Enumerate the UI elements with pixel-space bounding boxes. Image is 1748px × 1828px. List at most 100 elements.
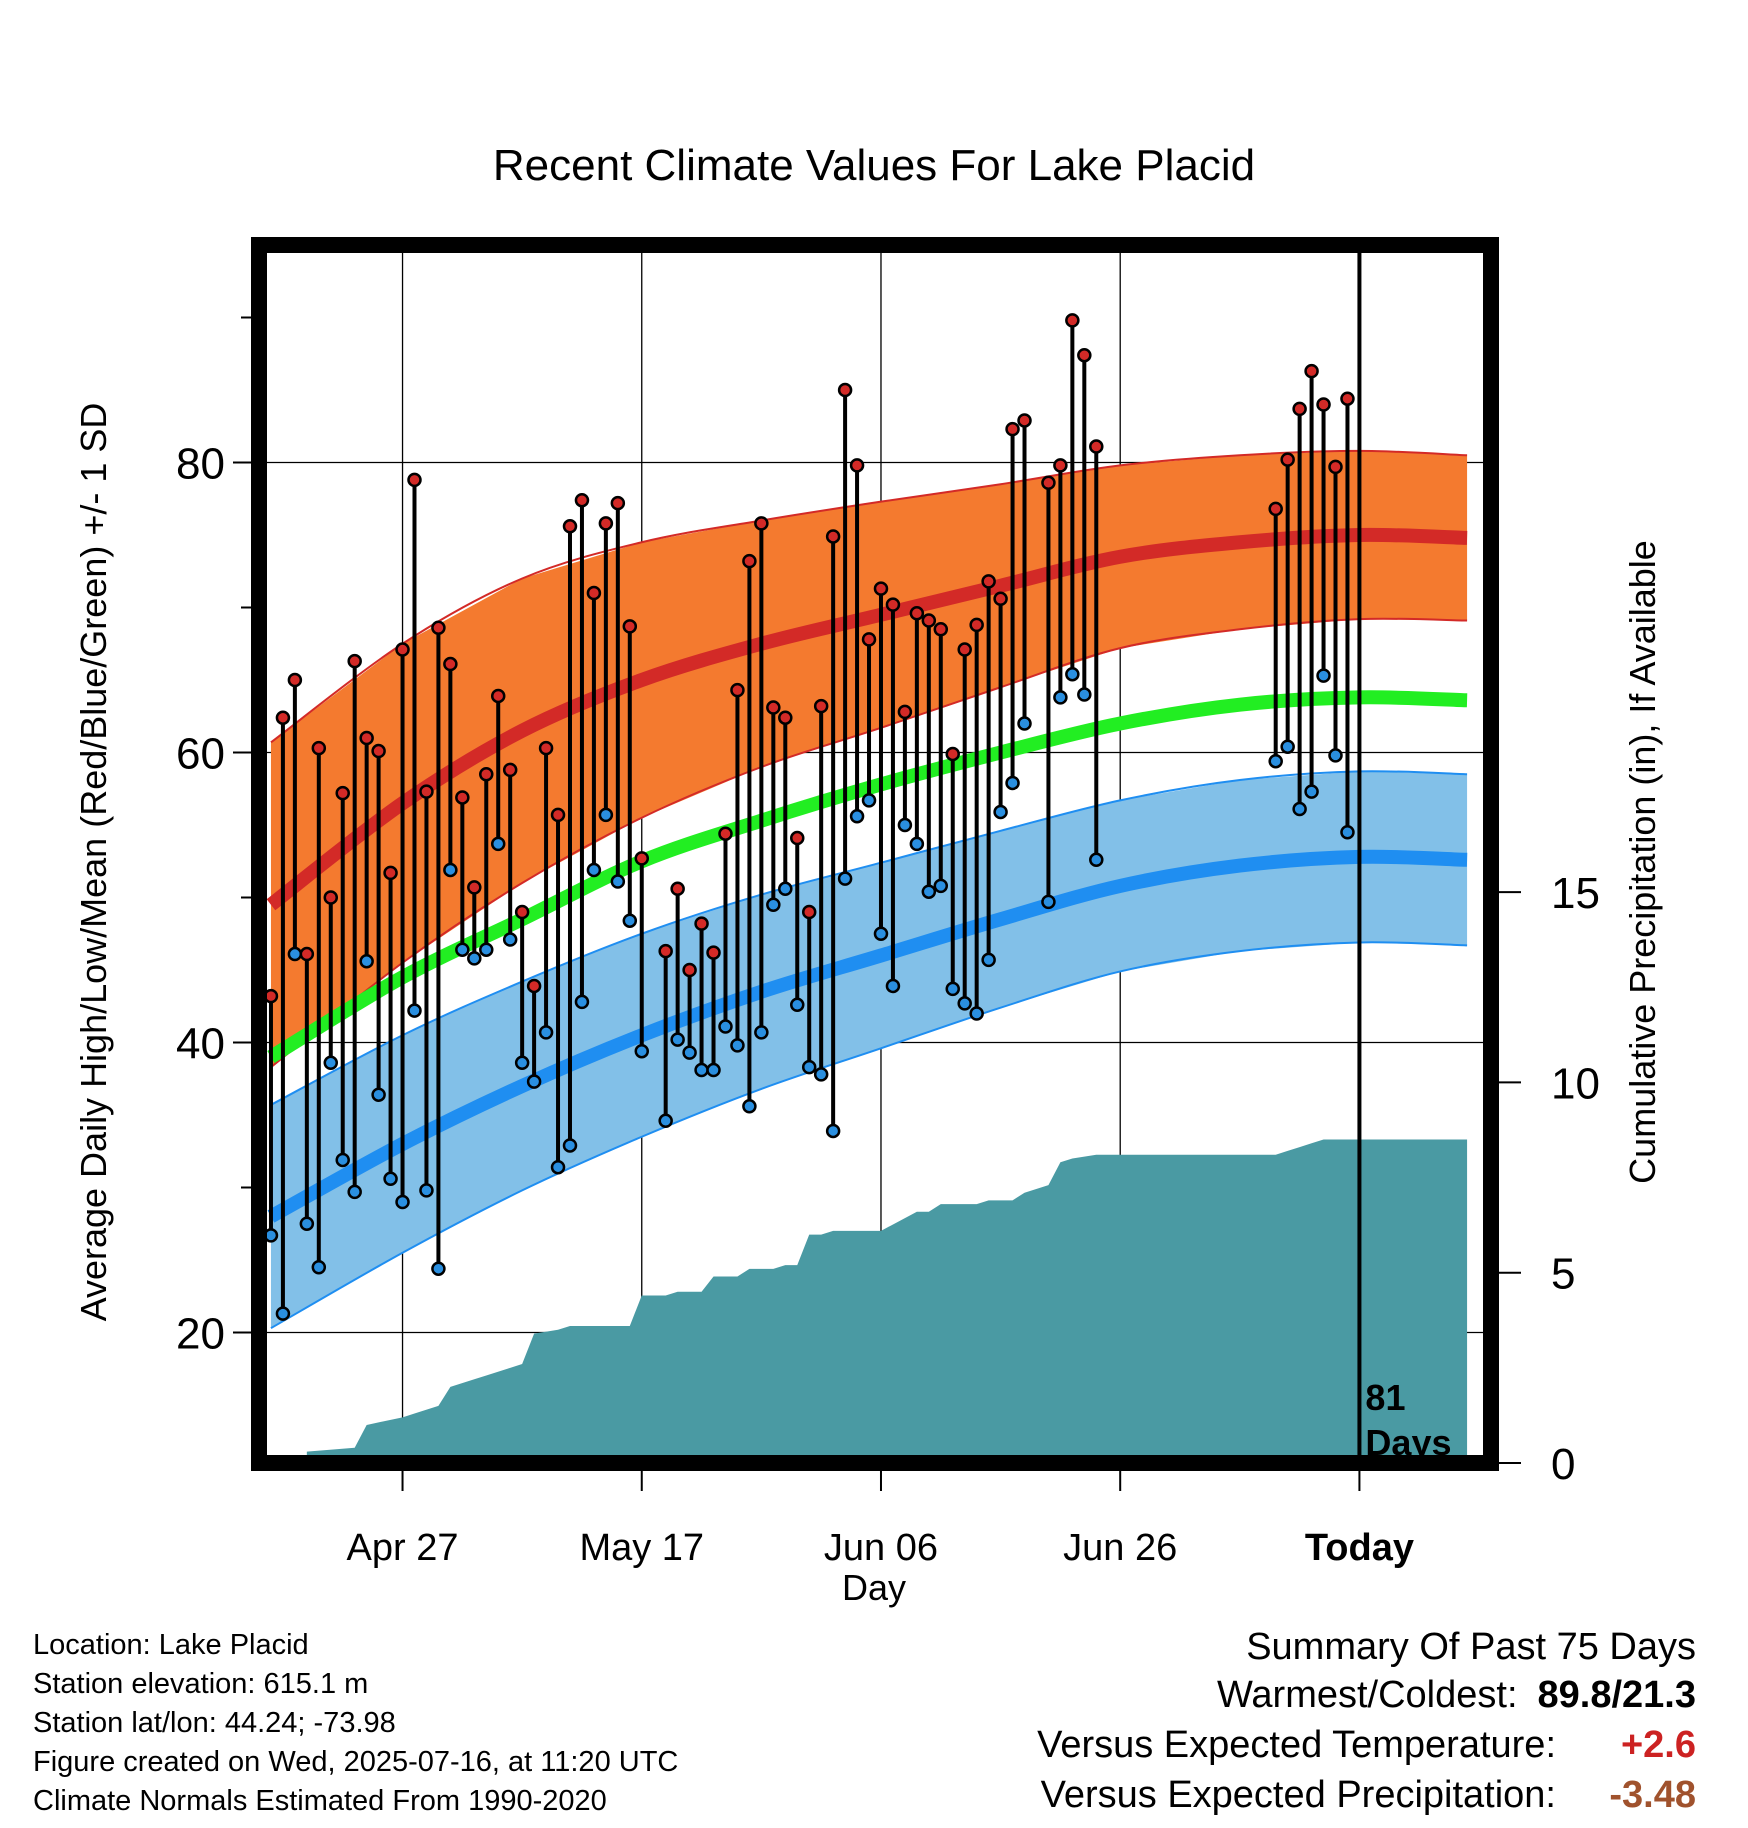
obs-high-point [299,946,315,962]
obs-high-point [514,904,530,920]
obs-high-point [885,597,901,612]
axes: 20 40 60 80 0 5 10 15 Apr 27 May 17 Jun 06 Jun 26 To… [176,316,1600,1569]
obs-low-point [778,881,793,897]
obs-low-point [849,809,865,824]
obs-high-point [550,807,566,823]
y-tick-label: 40 [176,1020,225,1069]
obs-high-point [969,617,984,633]
obs-high-point [718,826,733,841]
obs-high-point [502,762,518,778]
precip-cumulative-area [306,1139,1468,1463]
obs-high-point [909,606,925,621]
obs-high-point [1268,501,1283,517]
obs-low-point [443,862,458,878]
obs-high-point [813,698,829,714]
obs-low-point [957,996,972,1011]
temp-anomaly-label: Versus Expected Temperature: [1037,1724,1556,1766]
obs-low-point [730,1038,745,1053]
obs-high-point [538,740,554,756]
obs-high-point [921,613,937,628]
obs-high-point [1089,439,1104,454]
obs-low-point [526,1074,542,1089]
climate-chart: Recent Climate Values For Lake Placid 81… [73,141,1663,1608]
obs-high-point [407,472,422,488]
obs-high-point [897,704,913,720]
x-tick-label: Jun 06 [824,1527,938,1569]
obs-high-point [849,458,865,473]
obs-high-point [1304,363,1319,379]
obs-low-point [1077,687,1092,702]
obs-high-point [359,730,374,746]
obs-low-point [742,1099,757,1114]
obs-high-point [1280,452,1295,467]
summary-extremes: Warmest/Coldest: 89.8/21.3 [1037,1670,1696,1720]
obs-high-point [742,553,757,569]
precipitation-area [306,1139,1468,1463]
obs-low-point [347,1184,362,1200]
extremes-value: 89.8/21.3 [1537,1674,1696,1716]
y-tick-label: 80 [176,440,225,489]
summary-title: Summary Of Past 75 Days [1246,1626,1696,1668]
obs-high-point [634,851,650,866]
obs-low-point [801,1059,817,1075]
obs-low-point [921,884,937,899]
obs-low-point [359,954,374,969]
obs-high-point [1077,347,1092,363]
obs-low-point [610,874,626,889]
obs-low-point [1065,666,1080,682]
obs-low-point [813,1067,829,1082]
obs-high-point [670,881,685,897]
obs-low-point [969,1006,984,1021]
obs-high-point [287,672,303,688]
obs-high-point [993,591,1008,607]
obs-high-point [526,978,542,994]
obs-high-point [706,945,721,960]
obs-high-point [801,904,817,920]
obs-low-point [861,793,877,808]
created-text: Figure created on Wed, 2025-07-16, at 11… [33,1746,679,1778]
x-tick-label: Apr 27 [347,1527,459,1569]
obs-low-point [395,1194,410,1210]
obs-high-point [323,890,339,905]
obs-low-point [586,862,602,878]
y2-tick-label: 10 [1551,1059,1600,1108]
obs-high-point [682,962,697,978]
obs-low-point [1005,775,1020,791]
obs-low-point [873,926,889,941]
obs-low-point [1280,739,1295,754]
obs-high-point [1340,391,1355,406]
obs-high-point [658,943,673,959]
obs-low-point [335,1152,350,1168]
obs-low-point [754,1025,769,1040]
chart-title: Recent Climate Values For Lake Placid [493,141,1255,190]
obs-low-point [550,1159,566,1175]
y2-axis-label: Cumulative Precipitation (in), If Availa… [1622,540,1663,1184]
today-days-number: 81 [1365,1377,1405,1418]
elevation-text: Station elevation: 615.1 m [33,1668,369,1700]
obs-low-point [790,997,805,1013]
obs-low-point [299,1216,315,1231]
normals-text: Climate Normals Estimated From 1990-2020 [33,1785,607,1817]
obs-low-point [1316,668,1331,683]
plot-area [259,245,1491,1463]
obs-high-point [383,865,398,881]
obs-low-point [694,1062,709,1078]
plot-frame [251,237,1499,1471]
obs-low-point [323,1055,339,1071]
y2-tick-label: 0 [1551,1440,1575,1489]
obs-high-point [730,682,745,698]
obs-low-point [455,942,470,957]
obs-high-point [395,642,410,657]
observation-layer [263,313,1355,1321]
obs-low-point [371,1087,386,1102]
obs-low-point [275,1306,291,1321]
low-sd-band [270,771,1468,1329]
obs-high-point [371,743,386,759]
obs-high-point [945,746,960,762]
location-text: Location: Lake Placid [33,1629,309,1661]
temp-anomaly-value: +2.6 [1620,1724,1696,1766]
extremes-label: Warmest/Coldest: [1216,1674,1518,1716]
obs-low-point [490,836,506,852]
obs-high-point [694,916,709,931]
y2-tick-label: 15 [1551,869,1600,918]
